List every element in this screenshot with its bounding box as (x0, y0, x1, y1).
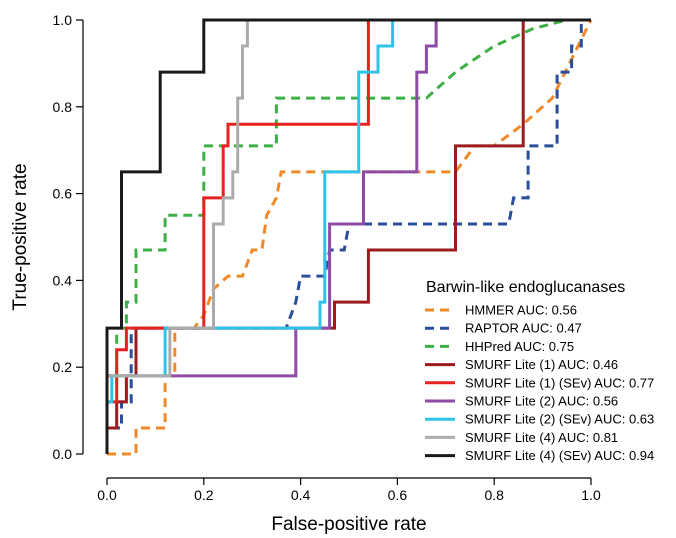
y-tick-label: 1.0 (53, 12, 73, 28)
y-tick-label: 0.2 (53, 359, 73, 375)
x-tick-label: 0.8 (484, 487, 504, 503)
legend-label: RAPTOR AUC: 0.47 (465, 321, 582, 336)
y-tick-label: 0.8 (53, 99, 73, 115)
x-tick-label: 1.0 (581, 487, 601, 503)
x-ticks: 0.0 0.2 0.4 0.6 0.8 1.0 (97, 478, 601, 503)
legend: Barwin-like endoglucanases HMMER AUC: 0.… (425, 279, 654, 463)
legend-label: SMURF Lite (4) (SEv) AUC: 0.94 (465, 448, 654, 463)
legend-items: HMMER AUC: 0.56 RAPTOR AUC: 0.47 HHPred AU… (425, 303, 654, 463)
y-tick-label: 0.6 (53, 186, 73, 202)
roc-curve-8 (105, 18, 591, 454)
y-tick-label: 0.0 (53, 446, 73, 462)
y-tick-label: 0.4 (53, 272, 73, 288)
y-ticks: 0.0 0.2 0.4 0.6 0.8 1.0 (53, 12, 83, 462)
x-tick-label: 0.4 (291, 487, 311, 503)
legend-label: SMURF Lite (1) AUC: 0.46 (465, 357, 618, 372)
roc-curve-7 (105, 18, 591, 454)
y-axis: 0.0 0.2 0.4 0.6 0.8 1.0 True-positive rate (10, 12, 84, 462)
roc-curve-6 (105, 18, 591, 454)
plot-area (105, 18, 593, 456)
legend-label: HMMER AUC: 0.56 (465, 303, 577, 318)
roc-curves (105, 18, 593, 456)
legend-label: SMURF Lite (1) (SEv) AUC: 0.77 (465, 375, 654, 390)
x-axis-title: False-positive rate (271, 514, 426, 535)
legend-title: Barwin-like endoglucanases (426, 279, 625, 296)
roc-curve-4 (105, 18, 591, 454)
legend-label: HHPred AUC: 0.75 (465, 339, 574, 354)
legend-label: SMURF Lite (2) AUC: 0.56 (465, 394, 618, 409)
roc-curve-2 (105, 18, 591, 454)
legend-label: SMURF Lite (4) AUC: 0.81 (465, 430, 618, 445)
y-axis-title: True-positive rate (10, 163, 31, 310)
x-tick-label: 0.6 (388, 487, 408, 503)
x-tick-label: 0.0 (97, 487, 117, 503)
roc-curve-9 (105, 18, 591, 454)
legend-label: SMURF Lite (2) (SEv) AUC: 0.63 (465, 412, 654, 427)
x-tick-label: 0.2 (194, 487, 214, 503)
x-axis: 0.0 0.2 0.4 0.6 0.8 1.0 False-positive rate (97, 477, 601, 535)
